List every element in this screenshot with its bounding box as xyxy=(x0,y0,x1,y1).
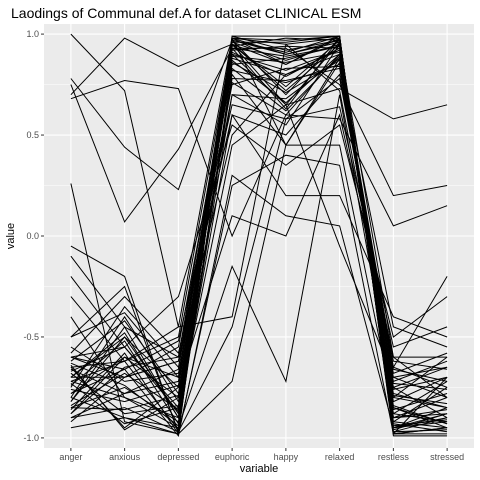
x-axis-title: variable xyxy=(240,463,279,475)
series-line-39 xyxy=(70,59,448,411)
series-line-28 xyxy=(70,113,448,355)
chart-title: Laodings of Communal def.A for dataset C… xyxy=(11,5,361,21)
y-tick-label: 0.0 xyxy=(26,231,39,241)
series-line-47 xyxy=(70,36,448,429)
series-line-34 xyxy=(70,77,448,370)
y-tick-label: -0.5 xyxy=(23,332,39,342)
x-tick-label-relaxed: relaxed xyxy=(325,452,355,462)
series-line-51 xyxy=(70,43,448,382)
y-tick-label: 1.0 xyxy=(26,29,39,39)
series-line-49 xyxy=(70,53,448,419)
series-line-35 xyxy=(70,35,448,437)
series-line-45 xyxy=(70,174,448,438)
series-line-5 xyxy=(70,79,448,238)
x-tick-label-restless: restless xyxy=(378,452,410,462)
y-tick-label: -1.0 xyxy=(23,433,39,443)
series-line-43 xyxy=(70,124,448,348)
series-line-33 xyxy=(70,51,448,411)
x-tick-label-anger: anger xyxy=(59,452,82,462)
x-tick-label-depressed: depressed xyxy=(157,452,199,462)
x-tick-label-anxious: anxious xyxy=(109,452,141,462)
y-axis-title: value xyxy=(5,223,17,249)
x-axis: anger anxious depressed euphoric happy relaxe… xyxy=(59,448,464,462)
x-tick-label-stressed: stressed xyxy=(430,452,464,462)
series-line-42 xyxy=(70,154,448,435)
series-line-50 xyxy=(70,42,448,423)
series-line-44 xyxy=(70,94,448,429)
y-axis: -1.0 -0.5 0.0 0.5 1.0 xyxy=(23,29,44,443)
series-line-41 xyxy=(70,106,448,434)
x-tick-label-happy: happy xyxy=(274,452,299,462)
series-line-3 xyxy=(70,37,448,120)
series-line-48 xyxy=(70,113,448,398)
x-tick-label-euphoric: euphoric xyxy=(215,452,250,462)
y-tick-label: 0.5 xyxy=(26,130,39,140)
series-lines xyxy=(70,33,448,438)
